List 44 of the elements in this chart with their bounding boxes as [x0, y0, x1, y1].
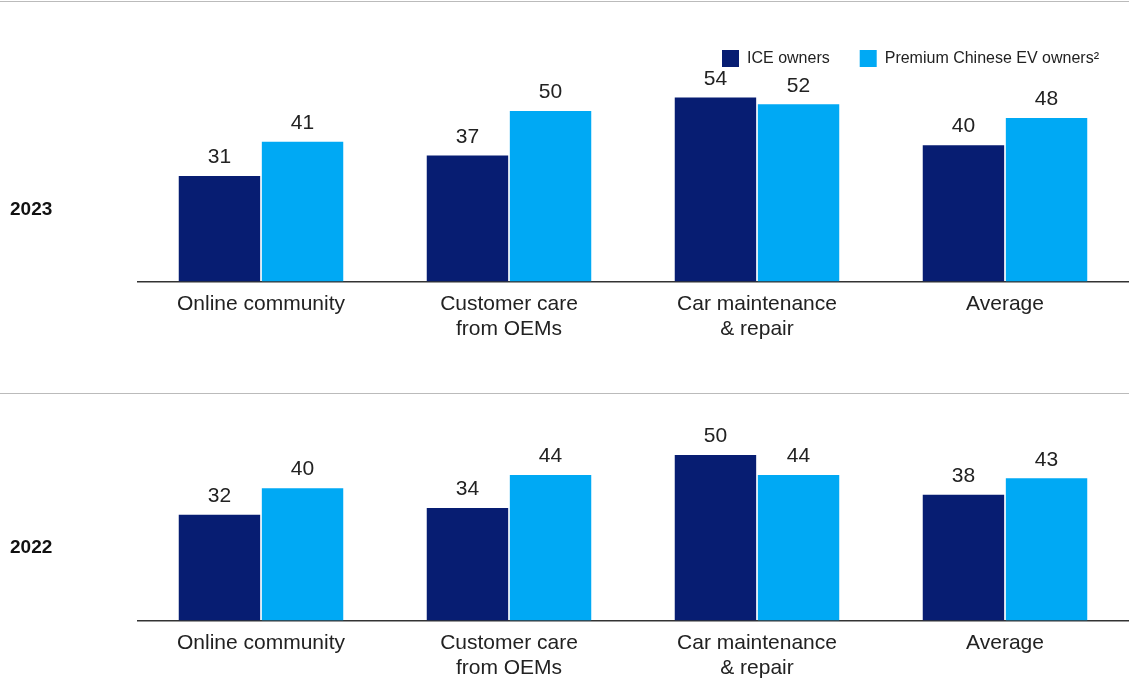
- legend-label: ICE owners: [747, 48, 830, 66]
- bar: [178, 514, 261, 621]
- bar: [1005, 117, 1088, 282]
- bar: [426, 155, 509, 282]
- data-label: 44: [538, 443, 563, 467]
- bar: [922, 494, 1005, 621]
- bar: [674, 455, 757, 621]
- data-label: 50: [538, 79, 563, 103]
- bar: [509, 111, 592, 282]
- bar: [178, 175, 261, 282]
- bar: [757, 104, 840, 282]
- bar: [1005, 478, 1088, 621]
- data-label: 54: [703, 65, 728, 89]
- data-label: 52: [786, 72, 811, 96]
- data-label: 32: [207, 482, 232, 506]
- data-label: 40: [290, 456, 315, 480]
- data-label: 38: [951, 463, 976, 487]
- x-tick-label: Average: [966, 291, 1044, 314]
- bar: [674, 97, 757, 282]
- data-label: 48: [1034, 86, 1059, 110]
- bar: [757, 474, 840, 621]
- x-tick-label: Customer care from OEMs: [440, 630, 578, 679]
- x-tick-label: Car maintenance & repair: [677, 630, 837, 679]
- y-axis-title: 2023: [10, 198, 53, 220]
- bar: [261, 488, 344, 621]
- data-label: 41: [290, 110, 315, 134]
- x-tick-label: Average: [966, 630, 1044, 653]
- x-tick-label: Online community: [176, 291, 346, 314]
- data-label: 40: [951, 113, 976, 137]
- data-label: 37: [455, 123, 480, 147]
- bar: [509, 474, 592, 621]
- bar: [922, 145, 1005, 282]
- x-tick-label: Car maintenance & repair: [677, 291, 837, 340]
- x-tick-label: Online community: [176, 630, 346, 653]
- data-label: 43: [1034, 446, 1059, 470]
- y-axis-title: 2022: [10, 536, 53, 558]
- data-label: 34: [455, 476, 480, 500]
- data-label: 44: [786, 443, 811, 467]
- bar: [261, 141, 344, 282]
- bar: [426, 508, 509, 621]
- data-label: 31: [207, 144, 232, 168]
- data-label: 50: [703, 423, 728, 447]
- legend-label: Premium Chinese EV owners²: [884, 48, 1100, 66]
- x-tick-label: Customer care from OEMs: [440, 291, 578, 340]
